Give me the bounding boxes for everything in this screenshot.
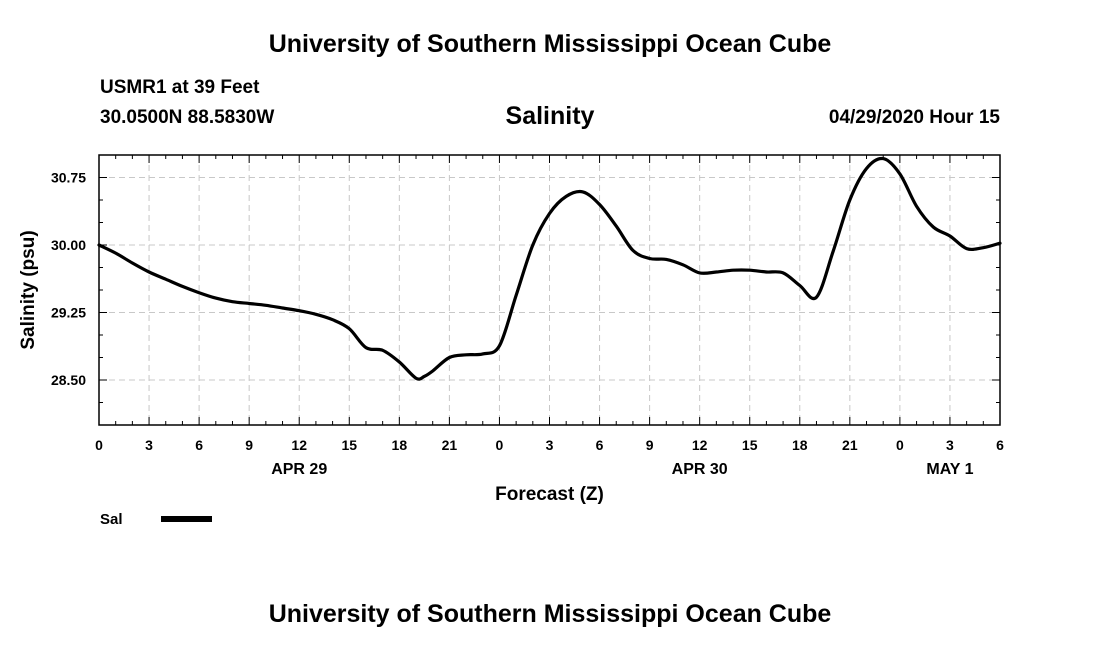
x-tick-label: 21 (442, 437, 458, 453)
date-label: MAY 1 (926, 461, 973, 478)
station-coordinates: 30.0500N 88.5830W (100, 107, 275, 128)
plot-frame (98, 154, 1001, 426)
x-tick-label: 18 (392, 437, 408, 453)
x-tick-label: 9 (245, 437, 253, 453)
x-tick-label: 6 (996, 437, 1004, 453)
series-line-sal (97, 156, 1002, 381)
x-tick-label: 0 (896, 437, 904, 453)
legend-label: Sal (100, 511, 123, 528)
y-axis-label: Salinity (psu) (18, 230, 39, 349)
forecast-run-time: 04/29/2020 Hour 15 (828, 107, 1000, 128)
x-tick-label: 0 (95, 437, 103, 453)
y-tick-label: 30.00 (51, 237, 86, 253)
x-tick-label: 3 (546, 437, 554, 453)
footer-title: University of Southern Mississippi Ocean… (268, 600, 832, 628)
x-tick-label: 6 (596, 437, 604, 453)
x-tick-label: 0 (496, 437, 504, 453)
page-title: University of Southern Mississippi Ocean… (268, 30, 832, 58)
station-label: USMR1 at 39 Feet (100, 77, 260, 98)
x-tick-label: 9 (646, 437, 654, 453)
x-tick-label: 15 (742, 437, 758, 453)
y-tick-label: 29.25 (51, 305, 86, 321)
date-label: APR 29 (271, 461, 327, 478)
x-tick-label: 3 (946, 437, 954, 453)
date-label: APR 30 (672, 461, 728, 478)
y-tick-label: 28.50 (51, 372, 86, 388)
x-tick-label: 6 (195, 437, 203, 453)
x-tick-label: 12 (291, 437, 307, 453)
y-tick-label: 30.75 (51, 170, 86, 186)
x-tick-label: 21 (842, 437, 858, 453)
chart-title: Salinity (505, 102, 595, 130)
x-axis-label: Forecast (Z) (495, 484, 604, 505)
x-tick-label: 15 (341, 437, 357, 453)
x-tick-label: 12 (692, 437, 708, 453)
x-tick-label: 18 (792, 437, 808, 453)
x-tick-label: 3 (145, 437, 153, 453)
legend-swatch (161, 516, 212, 522)
